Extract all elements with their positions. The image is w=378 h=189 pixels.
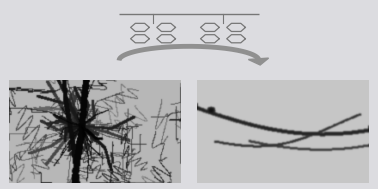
Polygon shape bbox=[248, 58, 269, 65]
